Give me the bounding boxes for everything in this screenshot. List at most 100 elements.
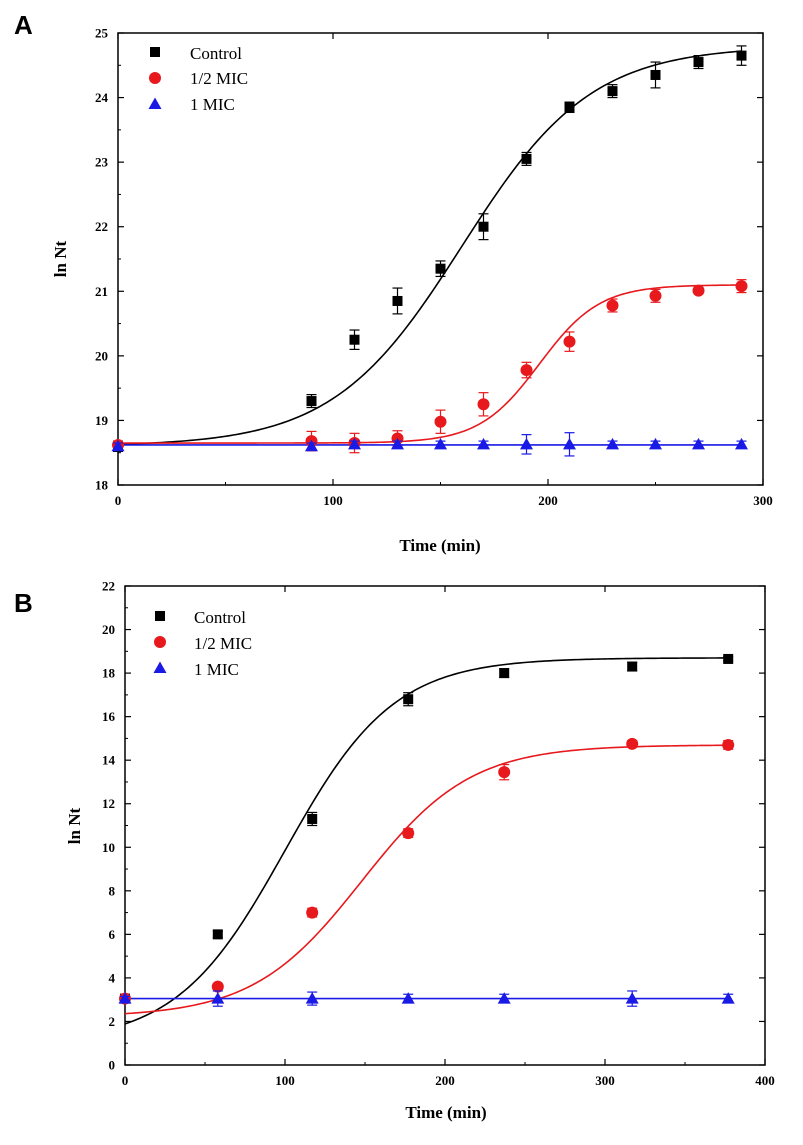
panel-b-letter: B bbox=[14, 588, 33, 618]
y-tick-label: 19 bbox=[95, 413, 109, 428]
series-one-mic bbox=[118, 990, 735, 1007]
y-tick-label: 0 bbox=[109, 1058, 116, 1073]
fit-curve-control bbox=[117, 50, 742, 446]
y-tick-label: 6 bbox=[109, 927, 116, 942]
legend-marker-shape-one-mic bbox=[153, 661, 167, 673]
data-point-control bbox=[693, 57, 704, 68]
legend-label-one-mic: 1 MIC bbox=[190, 95, 235, 114]
data-point-control bbox=[403, 694, 414, 705]
legend-label-control: Control bbox=[190, 44, 242, 63]
y-tick-label: 4 bbox=[109, 970, 116, 985]
y-tick-label: 21 bbox=[95, 284, 108, 299]
data-point-control bbox=[392, 295, 403, 306]
data-point-half-mic bbox=[306, 906, 319, 919]
legend-item-half-mic: 1/2 MIC bbox=[149, 69, 248, 88]
data-point-half-mic bbox=[692, 284, 705, 297]
legend-item-control: Control bbox=[155, 608, 246, 627]
x-tick-label: 300 bbox=[753, 493, 773, 508]
data-point-one-mic bbox=[625, 992, 639, 1004]
panel-b-legend: Control 1/2 MIC 1 MIC bbox=[153, 608, 252, 679]
data-point-half-mic bbox=[626, 737, 639, 750]
legend-marker-half-mic bbox=[154, 636, 166, 648]
data-point-control bbox=[435, 263, 446, 274]
y-tick-label: 20 bbox=[102, 622, 115, 637]
fit-curve-half-mic bbox=[118, 284, 742, 444]
data-point-control bbox=[212, 929, 223, 940]
legend-label-control: Control bbox=[194, 608, 246, 627]
x-tick-label: 100 bbox=[275, 1073, 295, 1088]
x-tick-label: 300 bbox=[595, 1073, 615, 1088]
legend-marker-shape-half-mic bbox=[154, 636, 166, 648]
fit-curve-half-mic bbox=[124, 744, 729, 1015]
data-point-one-mic bbox=[305, 992, 319, 1004]
x-tick-label: 400 bbox=[755, 1073, 775, 1088]
panel-a-x-axis-title: Time (min) bbox=[399, 536, 480, 555]
legend-item-control: Control bbox=[150, 44, 242, 63]
series-one-mic bbox=[111, 432, 748, 457]
data-point-control bbox=[306, 396, 317, 407]
data-point-control bbox=[564, 102, 575, 113]
x-tick-label: 200 bbox=[435, 1073, 455, 1088]
data-point-one-mic bbox=[111, 439, 125, 452]
legend-item-half-mic: 1/2 MIC bbox=[154, 634, 252, 653]
data-point-one-mic bbox=[118, 992, 132, 1004]
y-tick-label: 18 bbox=[95, 478, 109, 493]
data-point-half-mic bbox=[735, 280, 748, 293]
legend-marker-one-mic bbox=[153, 661, 167, 673]
panel-b-x-axis-title: Time (min) bbox=[405, 1103, 486, 1122]
x-tick-label: 200 bbox=[538, 493, 558, 508]
panel-a-y-axis-title: ln Nt bbox=[51, 240, 70, 277]
data-point-half-mic bbox=[649, 289, 662, 302]
data-point-one-mic bbox=[692, 437, 705, 450]
legend-marker-shape-control bbox=[150, 47, 160, 57]
data-point-one-mic bbox=[211, 992, 225, 1004]
data-point-half-mic bbox=[563, 335, 576, 348]
data-point-one-mic bbox=[401, 992, 415, 1004]
legend-label-half-mic: 1/2 MIC bbox=[190, 69, 248, 88]
legend-marker-one-mic bbox=[148, 97, 162, 109]
y-tick-label: 10 bbox=[102, 840, 115, 855]
y-tick-label: 25 bbox=[95, 26, 109, 41]
legend-marker-control bbox=[155, 611, 165, 621]
data-point-half-mic bbox=[434, 415, 447, 428]
legend-marker-shape-half-mic bbox=[149, 72, 161, 84]
legend-marker-half-mic bbox=[149, 72, 161, 84]
data-point-half-mic bbox=[722, 738, 735, 751]
data-point-half-mic bbox=[606, 299, 619, 312]
data-point-one-mic bbox=[735, 437, 748, 450]
y-tick-label: 12 bbox=[102, 796, 115, 811]
legend-label-one-mic: 1 MIC bbox=[194, 660, 239, 679]
data-point-control bbox=[627, 661, 638, 672]
y-tick-label: 20 bbox=[95, 348, 108, 363]
data-point-one-mic bbox=[563, 437, 576, 450]
panel-b-data-points bbox=[118, 653, 735, 1007]
data-point-control bbox=[607, 86, 618, 97]
data-point-one-mic bbox=[434, 437, 447, 450]
data-point-one-mic bbox=[497, 992, 511, 1004]
y-tick-label: 24 bbox=[95, 90, 109, 105]
data-point-one-mic bbox=[391, 437, 404, 450]
data-point-control bbox=[723, 653, 734, 664]
data-point-control bbox=[521, 153, 532, 164]
y-tick-label: 23 bbox=[95, 155, 109, 170]
x-tick-label: 100 bbox=[323, 493, 343, 508]
data-point-control bbox=[736, 50, 747, 61]
data-point-half-mic bbox=[520, 364, 533, 377]
data-point-control bbox=[349, 334, 360, 345]
x-tick-label: 0 bbox=[122, 1073, 129, 1088]
legend-marker-shape-control bbox=[155, 611, 165, 621]
data-point-control bbox=[478, 221, 489, 232]
panel-a-letter: A bbox=[14, 10, 33, 40]
data-point-half-mic bbox=[477, 398, 490, 411]
fit-curve-control bbox=[124, 657, 729, 1025]
y-tick-label: 22 bbox=[102, 579, 115, 594]
data-point-one-mic bbox=[477, 437, 490, 450]
y-tick-label: 16 bbox=[102, 709, 116, 724]
panel-a-legend: Control 1/2 MIC 1 MIC bbox=[148, 44, 248, 114]
data-point-one-mic bbox=[606, 437, 619, 450]
panel-a-fit-curves bbox=[117, 50, 742, 446]
legend-marker-control bbox=[150, 47, 160, 57]
panel-a-axes: 0 100 200 300 18 19 20 21 22 23 24 25 bbox=[95, 26, 773, 509]
